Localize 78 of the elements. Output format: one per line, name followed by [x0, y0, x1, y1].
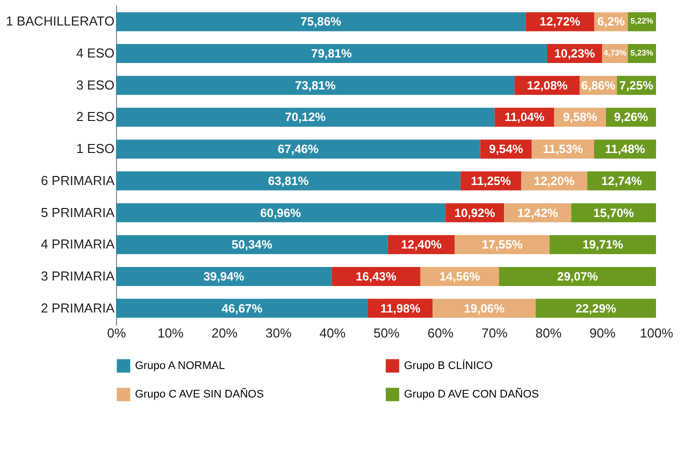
data-label: 5,22%	[630, 16, 654, 26]
data-label: 46,67%	[222, 301, 263, 316]
data-label: 6,86%	[581, 78, 616, 92]
data-label: 11,53%	[542, 142, 584, 156]
bar	[116, 44, 547, 64]
bar	[116, 266, 332, 286]
data-label: 15,70%	[593, 206, 634, 220]
bar	[536, 298, 656, 318]
y-tick-label: 3 PRIMARIA	[40, 268, 115, 284]
data-label: 22,29%	[575, 301, 616, 316]
x-tick-label: 100%	[640, 326, 674, 340]
bar	[116, 108, 495, 127]
data-label: 67,46%	[278, 142, 319, 156]
data-label: 79,81%	[311, 46, 352, 61]
data-label: 5,23%	[630, 48, 654, 58]
data-label: 75,86%	[300, 14, 342, 29]
data-label: 6,2%	[597, 14, 626, 29]
x-tick-label: 80%	[535, 326, 562, 340]
y-tick-label: 4 ESO	[76, 46, 114, 61]
y-tick-label: 1 ESO	[76, 141, 114, 156]
data-label: 12,74%	[601, 174, 642, 188]
bar	[116, 12, 526, 32]
bar	[499, 266, 656, 286]
data-label: 11,48%	[605, 142, 646, 156]
x-tick-label: 70%	[481, 326, 508, 340]
x-tick-label: 60%	[427, 326, 454, 340]
legend-label: Grupo B CLÍNICO	[404, 358, 494, 372]
legend-label: Grupo A NORMAL	[135, 360, 225, 372]
y-tick-label: 2 PRIMARIA	[40, 300, 115, 316]
y-tick-label: 5 PRIMARIA	[40, 204, 115, 220]
data-label: 9,54%	[489, 142, 524, 156]
y-tick-label: 2 ESO	[76, 109, 114, 124]
y-tick-label: 4 PRIMARIA	[40, 236, 115, 252]
data-label: 19,71%	[582, 238, 624, 252]
data-label: 39,94%	[203, 269, 245, 284]
data-label: 11,98%	[380, 301, 421, 316]
y-tick-label: 1 BACHILLERATO	[6, 14, 114, 29]
x-tick-label: 0%	[107, 326, 126, 340]
y-tick-label: 3 ESO	[76, 77, 114, 92]
data-label: 12,20%	[534, 174, 575, 188]
data-label: 60,96%	[260, 206, 302, 220]
data-label: 12,72%	[540, 14, 581, 29]
data-label: 12,42%	[517, 206, 558, 220]
data-label: 17,55%	[482, 238, 523, 252]
data-label: 10,92%	[454, 206, 496, 220]
data-label: 70,12%	[284, 110, 326, 124]
data-label: 19,06%	[464, 301, 505, 316]
bar	[116, 203, 446, 222]
bar	[550, 235, 656, 254]
data-label: 16,43%	[356, 269, 397, 284]
bar	[116, 171, 461, 190]
x-tick-label: 20%	[211, 326, 238, 340]
legend-label: Grupo D AVE CON DAÑOS	[404, 388, 539, 400]
data-label: 12,08%	[526, 78, 568, 92]
x-tick-label: 10%	[157, 326, 184, 340]
data-label: 11,25%	[470, 174, 512, 188]
data-label: 11,04%	[504, 110, 545, 124]
bar	[116, 298, 368, 318]
data-label: 7,25%	[619, 78, 654, 92]
x-tick-label: 40%	[319, 326, 346, 340]
y-tick-label: 6 PRIMARIA	[40, 172, 115, 188]
data-label: 63,81%	[268, 174, 309, 188]
x-tick-label: 90%	[589, 326, 616, 340]
bar	[116, 76, 515, 95]
data-label: 10,23%	[554, 46, 596, 61]
x-tick-label: 50%	[373, 326, 400, 340]
data-label: 9,58%	[563, 110, 598, 124]
data-label: 9,26%	[614, 110, 648, 124]
data-label: 12,40%	[400, 238, 442, 252]
data-label: 4,73%	[604, 48, 626, 58]
legend-label: Grupo C AVE SIN DAÑOS	[135, 388, 264, 400]
data-label: 73,81%	[294, 78, 336, 92]
data-label: 14,56%	[439, 269, 480, 284]
x-tick-label: 30%	[265, 326, 292, 340]
data-label: 50,34%	[232, 238, 273, 252]
bar	[116, 235, 388, 254]
data-label: 29,07%	[557, 269, 598, 284]
bar	[116, 140, 480, 159]
